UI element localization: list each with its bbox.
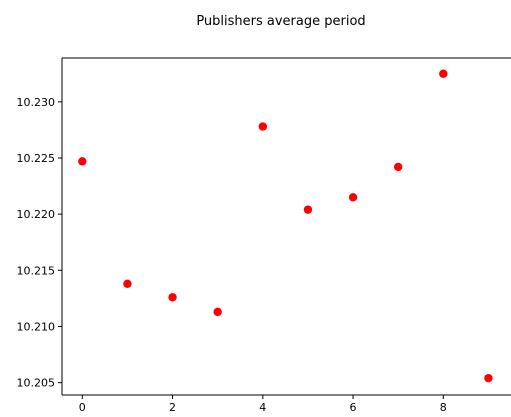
chart-title: Publishers average period <box>196 14 365 29</box>
y-tick-label: 10.215 <box>17 264 56 277</box>
x-axis-ticks: 0 2 4 6 8 <box>79 395 447 414</box>
x-tick-label: 4 <box>259 401 266 414</box>
y-tick-label: 10.225 <box>17 152 56 165</box>
x-tick-label: 2 <box>169 401 176 414</box>
data-point <box>168 293 177 302</box>
data-points <box>78 69 493 383</box>
data-point <box>78 157 87 166</box>
data-point <box>439 69 448 78</box>
x-tick-label: 6 <box>350 401 357 414</box>
data-point <box>258 122 268 131</box>
data-point <box>303 205 313 214</box>
y-tick-label: 10.220 <box>17 208 56 221</box>
plot-area <box>61 57 511 396</box>
y-axis-ticks: 10.205 10.210 10.215 10.220 10.225 10.230 <box>17 96 62 390</box>
data-point <box>393 162 403 172</box>
data-point <box>213 307 222 317</box>
data-point <box>348 193 358 202</box>
x-tick-label: 8 <box>440 401 447 414</box>
data-point <box>123 279 132 288</box>
y-tick-label: 10.210 <box>17 320 56 333</box>
y-tick-label: 10.205 <box>17 377 56 390</box>
y-tick-label: 10.230 <box>17 96 56 109</box>
data-point <box>484 373 493 383</box>
x-tick-label: 0 <box>79 401 86 414</box>
